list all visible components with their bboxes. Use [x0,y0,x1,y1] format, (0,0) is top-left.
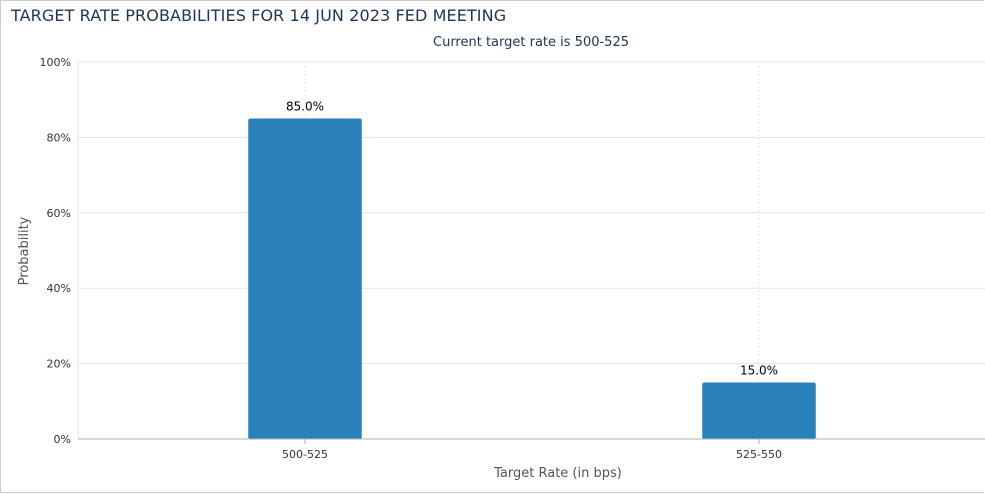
y-tick-label: 40% [47,282,71,295]
y-tick-label: 0% [54,433,71,446]
x-axis-ticks: 500-525 525-550 [282,439,782,461]
data-label: 85.0% [286,100,324,114]
chart-subtitle: Current target rate is 500-525 [433,35,629,50]
y-tick-label: 60% [47,207,71,220]
bar-500-525[interactable] [248,118,362,440]
y-tick-label: 20% [47,358,71,371]
data-label: 15.0% [740,363,778,377]
x-tick-label: 500-525 [282,448,328,461]
panel-title: TARGET RATE PROBABILITIES FOR 14 JUN 202… [11,6,507,25]
y-tick-label: 80% [47,131,71,144]
x-tick-label: 525-550 [736,448,782,461]
y-axis-label: Probability [17,216,32,285]
gridlines [77,61,985,439]
y-tick-label: 100% [40,56,71,69]
bar-525-550[interactable] [702,382,816,439]
y-axis-ticks: 0% 20% 40% 60% 80% 100% [40,56,71,446]
x-axis-label: Target Rate (in bps) [493,466,622,481]
bars: 85.0% 15.0% [248,100,816,440]
